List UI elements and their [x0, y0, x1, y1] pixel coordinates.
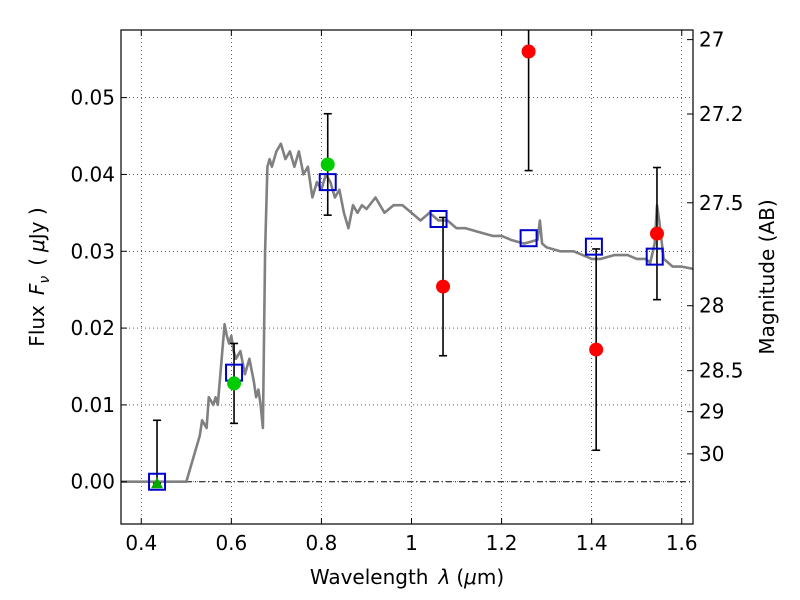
- y-axis-unit-close: Jy ): [25, 207, 49, 241]
- y2-tick-label: 28.5: [699, 359, 744, 383]
- y-axis-symbol: F: [25, 283, 49, 295]
- y2-tick-label: 27.5: [699, 191, 744, 215]
- y-axis-unit-open: (: [25, 258, 49, 266]
- x-tick-label: 0.4: [125, 531, 157, 555]
- x-tick-label: 0.8: [306, 531, 338, 555]
- y-axis-title: Flux Fν ( μJy ): [25, 207, 53, 346]
- x-tick-label: 1.2: [486, 531, 518, 555]
- grid: [121, 30, 693, 524]
- upper-limit-marker: [151, 477, 164, 489]
- y-axis-symbol-sub: ν: [37, 276, 53, 284]
- marker-layer: [148, 44, 664, 491]
- y2-tick-label: 27.2: [699, 102, 744, 126]
- y-tick-label: 0.00: [70, 470, 115, 494]
- x-tick-label: 1: [405, 531, 418, 555]
- plot-frame: [120, 29, 694, 525]
- x-axis-title: Wavelength λ (μm): [310, 565, 504, 589]
- y-tick-label: 0.03: [70, 239, 115, 263]
- y2-tick-label: 29: [699, 400, 724, 424]
- y-tick-label: 0.04: [70, 162, 115, 186]
- x-tick-label: 1.4: [576, 531, 608, 555]
- plot-area: [121, 30, 693, 524]
- x-axis-unit-open: (: [456, 565, 464, 589]
- x-axis-symbol: λ: [437, 565, 450, 589]
- x-tick-label: 0.6: [215, 531, 247, 555]
- model-band-marker: [645, 247, 664, 266]
- axis-ticks: 0.4 0.6 0.8 1 1.2 1.4 1.6 0.00 0.01 0.02 0.03 0.04 0…: [70, 28, 743, 555]
- y2-tick-label: 28: [699, 294, 724, 318]
- ir-point: [589, 342, 604, 357]
- model-band-marker: [584, 237, 603, 256]
- ir-point: [649, 226, 664, 241]
- model-band-marker: [429, 209, 448, 228]
- hst-point: [320, 157, 335, 172]
- model-band-marker: [148, 472, 167, 491]
- y-axis-unit-mu: μ: [25, 239, 49, 253]
- ir-point: [436, 279, 451, 294]
- y-axis-label: Flux: [25, 305, 49, 347]
- y-tick-label: 0.05: [70, 86, 115, 110]
- y-tick-label: 0.02: [70, 316, 115, 340]
- x-axis-unit-mu: μ: [463, 565, 477, 589]
- ir-point: [521, 44, 536, 59]
- y2-axis-title: Magnitude (AB): [755, 199, 779, 354]
- y2-tick-label: 30: [699, 442, 724, 466]
- hst-point: [227, 376, 242, 391]
- y-tick-label: 0.01: [70, 393, 115, 417]
- x-axis-label: Wavelength: [310, 565, 429, 589]
- model-band-marker: [318, 173, 337, 192]
- model-band-marker: [519, 229, 538, 248]
- y2-tick-label: 27: [699, 28, 724, 52]
- x-tick-label: 1.6: [666, 531, 698, 555]
- x-axis-unit-close: m): [477, 565, 504, 589]
